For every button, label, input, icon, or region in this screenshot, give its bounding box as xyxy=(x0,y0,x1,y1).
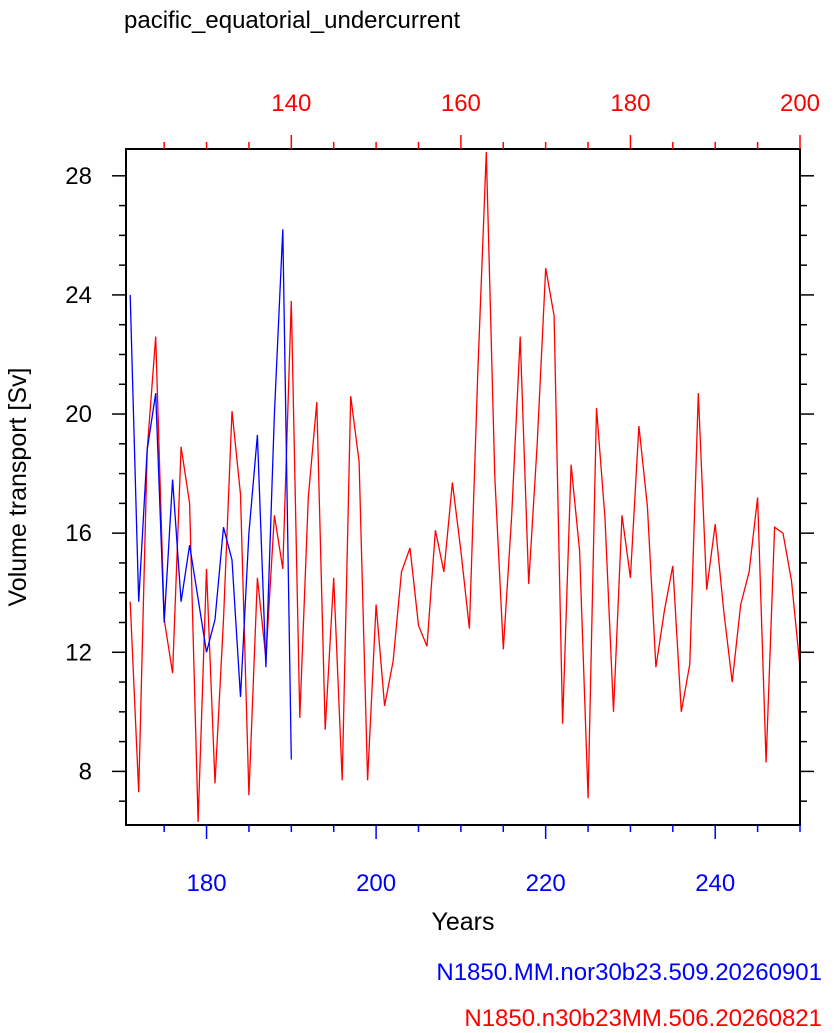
legend-entry-red: N1850.n30b23MM.506.20260821 xyxy=(464,1005,822,1032)
x-top-tick-label: 200 xyxy=(780,90,820,117)
axes: 8 12 16 20 24 28 180 200 220 240 140 160 180 200 xyxy=(65,90,820,897)
y-tick-label: 24 xyxy=(65,282,92,309)
series-line-blue xyxy=(129,229,292,760)
y-tick-label: 16 xyxy=(65,520,92,547)
y-axis-label: Volume transport [Sv] xyxy=(4,367,32,606)
plot-lines xyxy=(129,151,801,823)
x-axis-label: Years xyxy=(431,908,494,936)
y-tick-label: 12 xyxy=(65,639,92,666)
y-tick-label: 28 xyxy=(65,163,92,190)
series-line-red xyxy=(129,151,801,823)
y-tick-label: 20 xyxy=(65,401,92,428)
x-top-tick-label: 180 xyxy=(610,90,650,117)
x-bottom-tick-label: 220 xyxy=(526,870,566,897)
chart-title: pacific_equatorial_undercurrent xyxy=(124,7,461,34)
legend-entry-blue: N1850.MM.nor30b23.509.20260901 xyxy=(436,959,822,986)
x-top-tick-label: 160 xyxy=(441,90,481,117)
x-top-tick-label: 140 xyxy=(271,90,311,117)
x-bottom-tick-label: 180 xyxy=(187,870,227,897)
x-bottom-tick-label: 240 xyxy=(695,870,735,897)
x-bottom-tick-label: 200 xyxy=(356,870,396,897)
plot-frame xyxy=(125,148,801,826)
y-tick-label: 8 xyxy=(79,758,92,785)
